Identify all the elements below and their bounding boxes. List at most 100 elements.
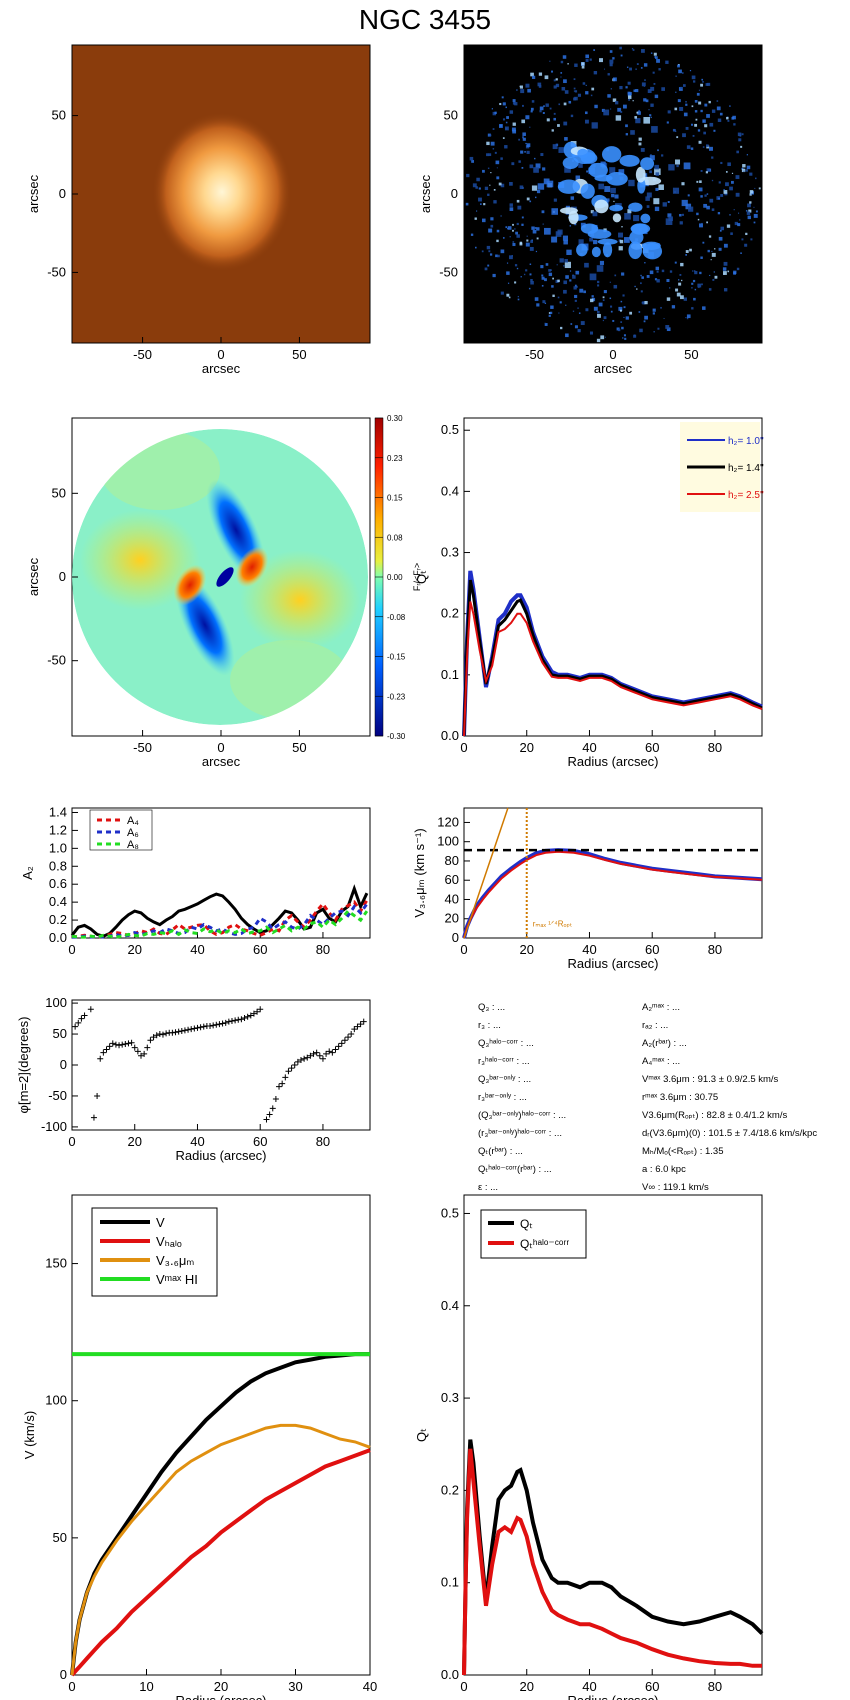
legend-label: Vₕₐₗₒ xyxy=(156,1234,182,1249)
residual-speck xyxy=(567,63,569,65)
panel-residual-image: -50 0 50 50 0 -50 arcsec arcsec xyxy=(418,44,763,376)
residual-speck xyxy=(505,127,508,130)
residual-speck xyxy=(691,105,694,108)
residual-speck xyxy=(621,226,623,228)
residual-speck xyxy=(534,157,536,160)
phase-point xyxy=(348,1031,355,1038)
phase-point xyxy=(128,1039,135,1046)
residual-speck xyxy=(717,118,722,122)
series-line xyxy=(463,601,763,737)
residual-speck xyxy=(736,150,739,154)
residual-speck xyxy=(650,52,653,54)
residual-speck xyxy=(534,196,537,199)
residual-speck xyxy=(720,194,724,197)
residual-speck xyxy=(646,275,650,278)
residual-speck xyxy=(636,111,639,114)
residual-speck xyxy=(493,200,497,204)
phase-point xyxy=(272,1096,279,1103)
residual-speck xyxy=(700,169,703,172)
residual-speck xyxy=(531,226,535,230)
residual-speck xyxy=(578,163,583,168)
y-tick-label: 60 xyxy=(445,872,459,887)
residual-speck xyxy=(522,137,526,141)
residual-speck xyxy=(534,227,537,229)
residual-speck xyxy=(563,280,568,285)
residual-speck xyxy=(643,117,651,124)
residual-speck xyxy=(667,110,671,114)
phase-point xyxy=(319,1055,326,1062)
residual-speck xyxy=(681,182,685,186)
residual-speck xyxy=(488,228,493,233)
residual-speck xyxy=(511,255,513,257)
plot-frame xyxy=(463,1194,763,1676)
residual-speck xyxy=(520,89,525,94)
residual-speck xyxy=(521,223,524,226)
residual-speck xyxy=(619,239,624,244)
residual-speck xyxy=(738,212,740,214)
residual-speck xyxy=(711,179,714,182)
residual-speck xyxy=(575,285,578,288)
residual-speck xyxy=(548,314,551,317)
x-tick-label: 40 xyxy=(582,740,596,755)
residual-speck xyxy=(700,109,703,113)
phase-point xyxy=(351,1026,358,1033)
residual-speck xyxy=(638,142,642,146)
residual-speck xyxy=(636,288,638,290)
residual-speck xyxy=(486,141,490,146)
x-tick-label: 20 xyxy=(520,942,534,957)
residual-speck xyxy=(649,170,652,174)
residual-speck xyxy=(499,124,503,127)
residual-speck xyxy=(621,326,624,330)
residual-speck xyxy=(717,212,721,215)
residual-speck xyxy=(490,141,495,146)
residual-speck xyxy=(555,231,562,237)
residual-feature xyxy=(640,213,651,224)
y-tick-label: 0 xyxy=(60,1057,67,1072)
residual-speck xyxy=(486,153,489,157)
residual-speck xyxy=(543,227,551,235)
phase-point xyxy=(238,1016,245,1023)
residual-speck xyxy=(520,276,522,278)
phase-point xyxy=(141,1050,148,1057)
legend-box xyxy=(89,809,153,851)
residual-speck xyxy=(529,246,534,251)
phase-point xyxy=(200,1023,207,1030)
residual-speck xyxy=(512,241,515,243)
residual-speck xyxy=(654,278,658,281)
residual-speck xyxy=(516,222,519,226)
residual-speck xyxy=(557,296,560,299)
residual-speck xyxy=(650,116,652,119)
y-tick-label: 0.1 xyxy=(441,1575,459,1590)
residual-speck xyxy=(610,88,613,90)
residual-speck xyxy=(755,210,758,213)
legend-label: V xyxy=(156,1215,165,1230)
residual-speck xyxy=(753,206,755,208)
residual-speck xyxy=(542,112,545,114)
residual-speck xyxy=(713,129,716,132)
residual-speck xyxy=(530,110,533,113)
residual-speck xyxy=(537,183,545,190)
phase-point xyxy=(341,1037,348,1044)
residual-speck xyxy=(628,98,631,101)
y-axis-label: A₂ xyxy=(20,866,35,880)
phase-point xyxy=(194,1024,201,1031)
residual-speck xyxy=(727,119,730,122)
residual-speck xyxy=(603,68,606,70)
phase-point xyxy=(156,1031,163,1038)
phase-point xyxy=(360,1018,367,1025)
residual-speck xyxy=(661,87,665,91)
residual-feature xyxy=(562,156,579,170)
legend-label: Qₜ xyxy=(520,1217,533,1231)
residual-speck xyxy=(488,153,492,157)
residual-speck xyxy=(609,297,612,300)
residual-speck xyxy=(671,305,676,309)
residual-speck xyxy=(599,260,605,265)
phase-point xyxy=(228,1018,235,1025)
residual-speck xyxy=(512,122,516,126)
residual-speck xyxy=(492,273,496,278)
residual-speck xyxy=(591,122,598,129)
residual-speck xyxy=(502,237,505,239)
residual-speck xyxy=(681,213,684,216)
residual-speck xyxy=(661,269,665,273)
residual-speck xyxy=(560,76,562,78)
